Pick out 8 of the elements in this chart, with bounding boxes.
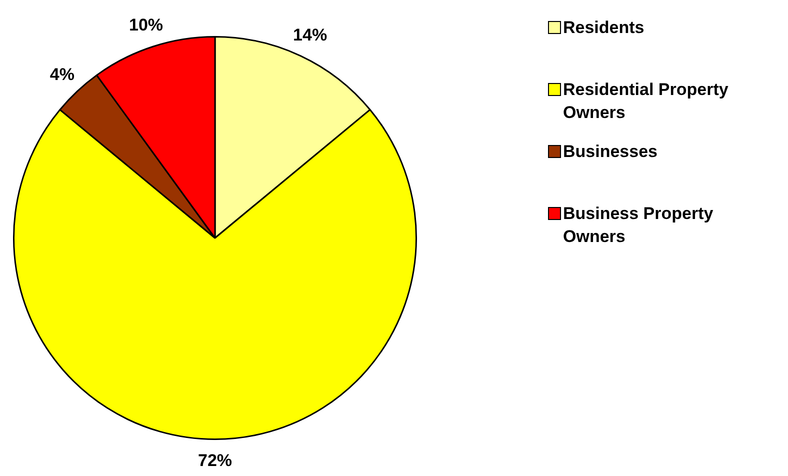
legend-label: Residents: [563, 17, 644, 39]
legend-label: Residential Property Owners: [563, 79, 730, 124]
data-label: 4%: [50, 64, 74, 84]
data-label: 72%: [198, 450, 232, 470]
legend-label: Business Property Owners: [563, 203, 714, 248]
data-label: 14%: [293, 26, 328, 45]
data-label: 10%: [128, 15, 164, 34]
legend-label: Businesses: [563, 141, 658, 163]
